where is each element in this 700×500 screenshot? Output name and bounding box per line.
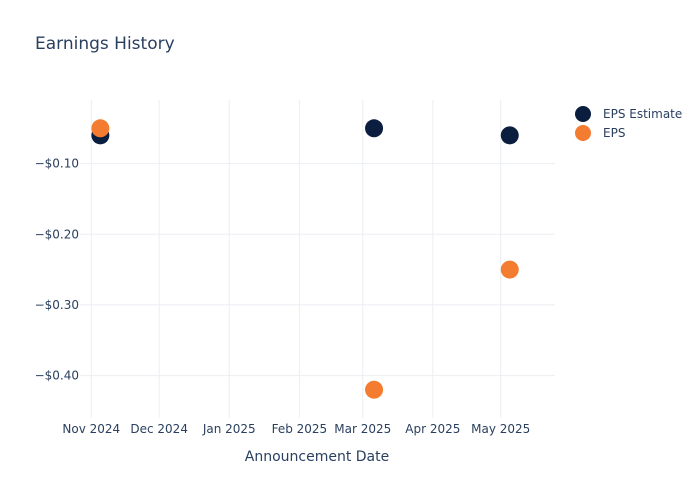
eps-estimate-point[interactable] xyxy=(500,126,519,145)
x-tick-label: Mar 2025 xyxy=(334,422,391,436)
x-tick-label: Apr 2025 xyxy=(405,422,460,436)
y-axis-ticks: −$0.10 −$0.20 −$0.30 −$0.40 xyxy=(35,157,79,383)
legend[interactable]: EPS Estimate EPS xyxy=(575,106,682,141)
y-tick-label: −$0.20 xyxy=(35,227,79,241)
x-tick-label: Jan 2025 xyxy=(202,422,256,436)
y-tick-label: −$0.40 xyxy=(35,369,79,383)
x-tick-label: Feb 2025 xyxy=(272,422,328,436)
eps-point[interactable] xyxy=(500,260,519,279)
legend-label: EPS Estimate xyxy=(603,107,682,121)
x-tick-label: Nov 2024 xyxy=(62,422,120,436)
data-points xyxy=(91,119,519,399)
legend-marker xyxy=(575,125,591,141)
chart-title: Earnings History xyxy=(35,34,175,54)
x-axis-title: Announcement Date xyxy=(245,449,389,465)
y-tick-label: −$0.30 xyxy=(35,298,79,312)
x-tick-label: Dec 2024 xyxy=(130,422,188,436)
legend-marker xyxy=(575,106,591,122)
eps-point[interactable] xyxy=(365,380,384,399)
eps-point[interactable] xyxy=(91,119,110,138)
y-tick-label: −$0.10 xyxy=(35,157,79,171)
grid-layer xyxy=(80,100,555,418)
legend-label: EPS xyxy=(603,126,625,140)
x-axis-ticks: Nov 2024 Dec 2024 Jan 2025 Feb 2025 Mar 2025… xyxy=(62,422,530,436)
eps-estimate-point[interactable] xyxy=(365,119,384,138)
x-tick-label: May 2025 xyxy=(471,422,530,436)
